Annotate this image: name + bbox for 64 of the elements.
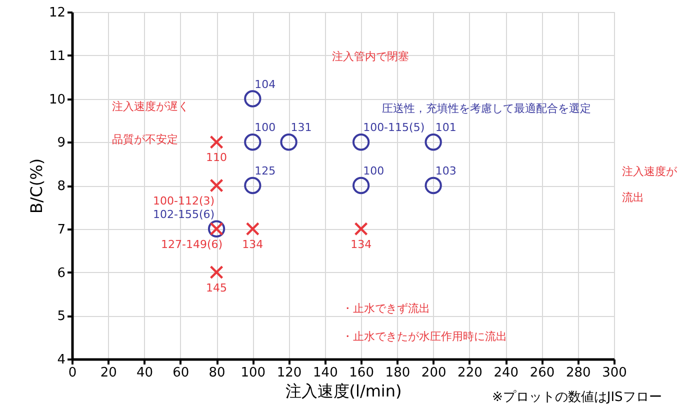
point [354, 222, 368, 236]
annotation: 145 [206, 281, 228, 294]
y-tick-label: 11 [48, 48, 66, 64]
annotation: 102-155(6) [152, 208, 215, 221]
y-tick-label: 12 [48, 6, 66, 20]
y-tick-label: 6 [57, 266, 66, 281]
annotation: 100 [363, 164, 384, 178]
point [244, 134, 262, 151]
annotation: 品質が不安定 [112, 133, 178, 146]
annotation: ・止水できず流出 [342, 302, 430, 315]
annotation: 103 [435, 164, 456, 178]
point [210, 178, 224, 192]
annotation: 100 [254, 121, 276, 134]
x-tick-label: 280 [566, 366, 591, 380]
x-tick-label: 80 [208, 366, 226, 380]
x-tick-label: 100 [240, 366, 266, 380]
x-tick-label: 20 [100, 366, 117, 380]
annotation: 134 [242, 238, 264, 251]
annotation: 圧送性，充填性を考慮して最適配合を選定 [382, 102, 591, 115]
x-tick-label: 120 [276, 366, 302, 380]
x-tick-label: 240 [494, 366, 519, 380]
x-tick-label: 180 [385, 366, 410, 380]
text: ※プロットの数値はJISフロー [492, 390, 662, 405]
annotation: 101 [435, 121, 456, 134]
x-axis-title: 注入速度(l/min) [285, 382, 402, 400]
x-tick-label: 40 [136, 366, 154, 380]
annotation: 104 [254, 78, 276, 91]
annotation: ・止水できたが水圧作用時に流出 [342, 330, 507, 343]
point [424, 134, 442, 151]
point [246, 222, 260, 236]
text: 注入速度が [622, 165, 678, 178]
annotation: 100-115(5) [363, 121, 425, 134]
annotation: 127-149(6) [160, 238, 223, 251]
y-tick-label: 9 [57, 136, 66, 151]
point [424, 176, 442, 194]
y-tick-label: 10 [48, 92, 66, 108]
point [352, 134, 370, 151]
point [280, 134, 298, 151]
x-tick-label: 0 [68, 366, 77, 380]
x-tick-label: 160 [349, 366, 374, 380]
x-tick-label: 200 [421, 366, 446, 380]
point [352, 176, 370, 194]
point [244, 90, 262, 108]
y-tick-label: 8 [57, 179, 66, 194]
y-tick-label: 5 [57, 309, 66, 324]
x-tick-label: 300 [602, 366, 627, 380]
annotation: 110 [206, 151, 228, 164]
y-tick-label: 7 [57, 222, 66, 238]
x-tick-label: 260 [530, 366, 555, 380]
point [244, 176, 262, 194]
annotation: 注入速度が遅く [112, 100, 189, 113]
annotation: 100-112(3) [152, 194, 215, 208]
point [210, 135, 224, 149]
x-tick-label: 60 [172, 366, 190, 380]
y-tick-label: 4 [57, 352, 66, 368]
annotation: 134 [350, 238, 372, 251]
annotation: 125 [254, 164, 276, 178]
y-axis-title: B/C(%) [26, 158, 46, 214]
annotation: 注入管内で閉塞 [332, 50, 409, 63]
point [210, 265, 224, 280]
x-tick-label: 220 [458, 366, 482, 380]
annotation: 131 [290, 121, 312, 134]
x-tick-label: 140 [313, 366, 338, 380]
text: 流出 [622, 191, 644, 204]
